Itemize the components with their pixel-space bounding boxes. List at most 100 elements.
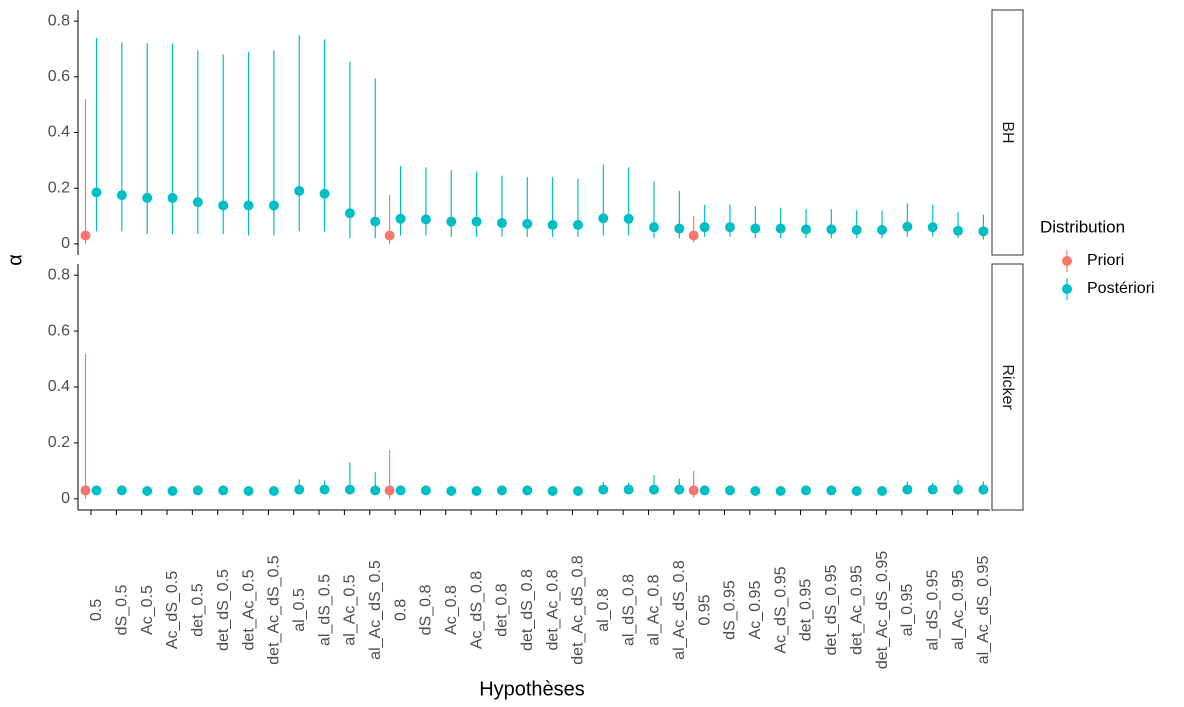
point [319, 188, 330, 199]
point [953, 225, 964, 236]
point [344, 208, 355, 219]
point [446, 216, 457, 227]
x-tick-label: Ac_0.8 [443, 585, 460, 635]
point [243, 200, 254, 211]
point [851, 485, 862, 496]
x-tick-label: det_Ac_dS_0.95 [874, 551, 891, 669]
point [877, 485, 888, 496]
x-tick-label: det_Ac_0.5 [240, 569, 257, 650]
point [902, 484, 913, 495]
point [370, 485, 381, 496]
point [496, 217, 507, 228]
x-tick-label: al_Ac_dS_0.8 [671, 560, 688, 660]
x-tick-label: al_Ac_0.8 [646, 574, 663, 645]
x-tick-label: Ac_dS_0.8 [468, 571, 485, 649]
y-tick-label: 0.8 [48, 266, 70, 283]
strip [991, 263, 1024, 511]
x-tick-label: det_0.95 [798, 579, 815, 641]
point [826, 224, 837, 235]
x-tick-label: dS_0.95 [722, 580, 739, 640]
y-tick-label: 0.4 [48, 378, 70, 395]
point [953, 484, 964, 495]
point [192, 197, 203, 208]
y-tick-label: 0 [61, 235, 70, 252]
x-tick-label: Ac_0.5 [139, 585, 156, 635]
point [598, 213, 609, 224]
strip-label: BH [999, 121, 1016, 143]
strip-label: Ricker [999, 364, 1016, 410]
point [522, 485, 533, 496]
y-tick-label: 0.4 [48, 124, 70, 141]
point [775, 485, 786, 496]
x-tick-label: det_Ac_0.95 [848, 565, 865, 655]
point [471, 485, 482, 496]
x-tick-label: 0.8 [392, 599, 409, 621]
point [927, 222, 938, 233]
point [547, 219, 558, 230]
point [116, 485, 127, 496]
point [319, 484, 330, 495]
point [344, 484, 355, 495]
point [877, 224, 888, 235]
point [167, 485, 178, 496]
legend-key-point [1062, 284, 1072, 294]
point [167, 192, 178, 203]
point [243, 485, 254, 496]
point [547, 485, 558, 496]
x-tick-label: al_dS_0.5 [316, 574, 333, 646]
point [446, 485, 457, 496]
x-tick-label: det_Ac_dS_0.5 [266, 555, 283, 665]
point [688, 485, 699, 496]
x-tick-label: al_0.8 [595, 588, 612, 632]
legend-label: Postériori [1087, 280, 1155, 297]
x-tick-label: det_dS_0.95 [823, 565, 840, 656]
x-tick-label: Ac_0.95 [747, 581, 764, 640]
legend-title: Distribution [1040, 217, 1125, 236]
point [496, 485, 507, 496]
point [572, 219, 583, 230]
x-tick-label: al_dS_0.95 [924, 569, 941, 650]
y-axis-title: α [4, 254, 26, 266]
point [218, 485, 229, 496]
point [750, 485, 761, 496]
point [598, 484, 609, 495]
x-tick-label: det_Ac_dS_0.8 [570, 555, 587, 665]
point [978, 484, 989, 495]
point [725, 222, 735, 233]
x-tick-label: dS_0.8 [418, 585, 435, 636]
x-tick-label: al_Ac_dS_0.95 [975, 556, 992, 665]
point [268, 200, 279, 211]
point [395, 485, 406, 496]
point [471, 216, 482, 227]
point [384, 485, 395, 496]
point [420, 214, 431, 225]
point [370, 216, 381, 227]
y-tick-label: 0.2 [48, 434, 70, 451]
x-tick-label: al_Ac_0.95 [950, 570, 967, 650]
x-tick-label: det_Ac_0.8 [544, 569, 561, 650]
point [572, 485, 583, 496]
y-tick-label: 0 [61, 490, 70, 507]
point [902, 221, 913, 232]
x-tick-label: al_0.95 [899, 584, 916, 637]
point [623, 484, 634, 495]
x-tick-label: Ac_dS_0.95 [772, 566, 789, 653]
y-tick-label: 0.2 [48, 179, 70, 196]
point [91, 187, 102, 198]
point [674, 223, 685, 234]
point [522, 218, 533, 229]
point [648, 484, 659, 495]
point [80, 485, 91, 496]
x-tick-label: Ac_dS_0.5 [164, 571, 181, 649]
x-tick-label: al_Ac_0.5 [342, 574, 359, 645]
y-tick-label: 0.6 [48, 68, 70, 85]
point [674, 484, 685, 495]
point [80, 230, 91, 241]
point [420, 485, 431, 496]
point [927, 484, 938, 495]
legend-label: Priori [1087, 252, 1124, 269]
x-tick-label: 0.95 [696, 594, 713, 625]
point [699, 222, 710, 233]
x-tick-label: det_dS_0.8 [519, 569, 536, 651]
